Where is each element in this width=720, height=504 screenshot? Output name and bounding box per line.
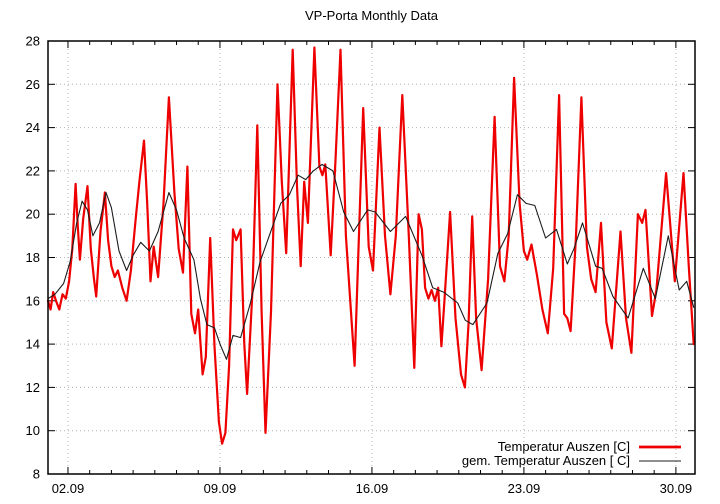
x-tick-label: 23.09	[508, 481, 541, 496]
y-tick-label: 14	[26, 337, 40, 352]
y-tick-label: 20	[26, 207, 40, 222]
x-tick-label: 16.09	[356, 481, 389, 496]
y-tick-label: 18	[26, 250, 40, 265]
axis-tick-labels: 8 10 12 14 16 18 20 22 24 26 28 02.09 09.09 16.09 23.0…	[26, 34, 693, 497]
series-line-1	[47, 163, 695, 360]
x-tick-label: 02.09	[52, 481, 85, 496]
y-tick-label: 10	[26, 423, 40, 438]
series-line-0	[46, 46, 695, 445]
x-tick-label: 09.09	[204, 481, 237, 496]
data-series	[46, 46, 695, 445]
y-tick-label: 12	[26, 380, 40, 395]
legend-label-gem-temperatur: gem. Temperatur Auszen [ C]	[462, 453, 630, 468]
chart-title: VP-Porta Monthly Data	[305, 8, 438, 23]
legend: Temperatur Auszen [C] gem. Temperatur Au…	[462, 439, 681, 468]
y-tick-label: 8	[33, 467, 40, 482]
y-tick-label: 22	[26, 163, 40, 178]
y-tick-label: 28	[26, 34, 40, 49]
legend-label-temperatur: Temperatur Auszen [C]	[498, 439, 630, 454]
y-tick-label: 16	[26, 293, 40, 308]
x-tick-label: 30.09	[660, 481, 693, 496]
y-tick-label: 24	[26, 120, 40, 135]
plot-border	[47, 40, 696, 475]
y-tick-label: 26	[26, 77, 40, 92]
